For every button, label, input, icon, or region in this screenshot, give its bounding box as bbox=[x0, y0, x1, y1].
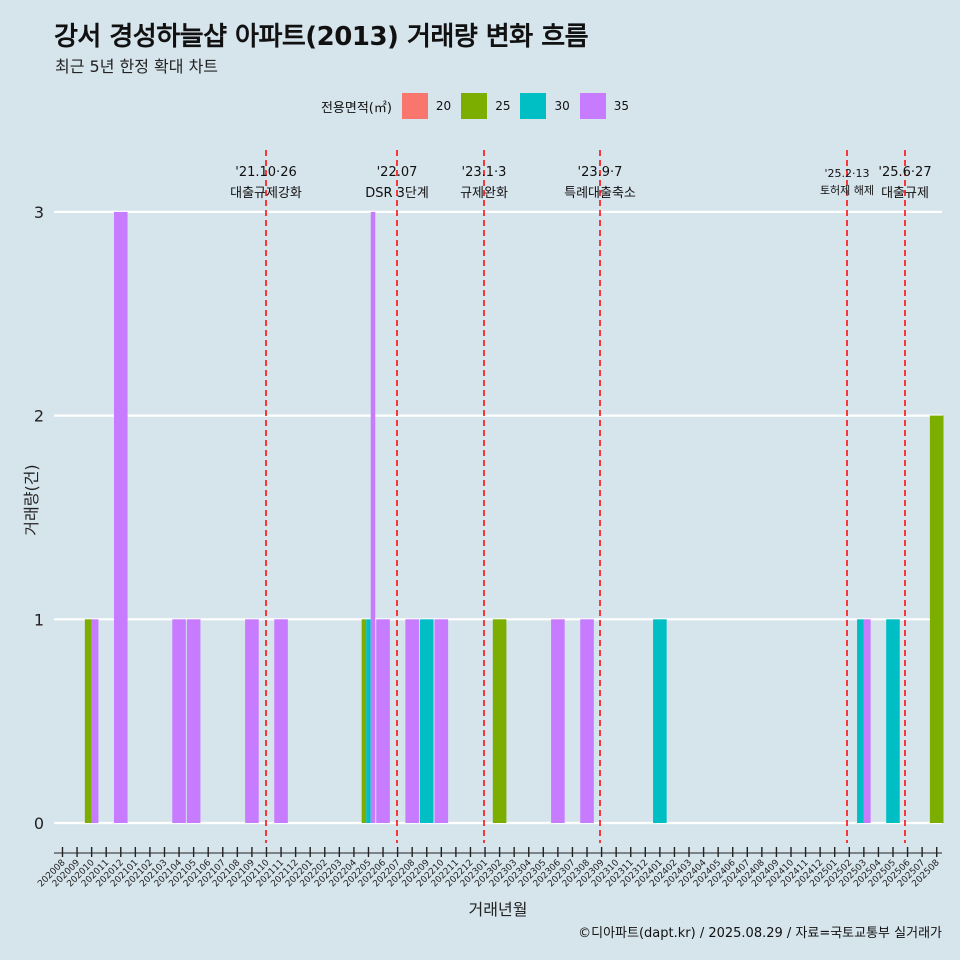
legend-item-25: 25 bbox=[461, 93, 510, 119]
bar-35-202503 bbox=[863, 619, 871, 823]
event-date-label: '23.1·3 bbox=[462, 165, 507, 180]
bar-35-202012 bbox=[113, 211, 128, 823]
y-axis-label: 거래량(건) bbox=[22, 464, 41, 536]
legend-label-30: 30 bbox=[554, 99, 570, 113]
bar-25-202508 bbox=[929, 415, 944, 823]
bar-35-202306 bbox=[551, 619, 565, 823]
bar-30-202401 bbox=[653, 619, 667, 823]
legend-label-25: 25 bbox=[495, 99, 511, 113]
bar-35-202105 bbox=[186, 619, 201, 823]
bar-35-202308 bbox=[580, 619, 594, 823]
bar-25-202010 bbox=[84, 619, 92, 823]
bar-35-202206 bbox=[376, 619, 390, 823]
legend-swatch-30 bbox=[520, 93, 547, 119]
chart-title: 강서 경성하늘샵 아파트(2013) 거래량 변화 흐름 bbox=[54, 22, 589, 52]
chart-subtitle: 최근 5년 한정 확대 차트 bbox=[55, 57, 219, 76]
bar-35-202104 bbox=[172, 619, 186, 823]
event-date-label: '23.9·7 bbox=[578, 165, 623, 180]
event-name-label: 규제완화 bbox=[460, 186, 508, 201]
legend-swatch-25 bbox=[461, 93, 488, 119]
event-name-label: 토허제 해제 bbox=[820, 183, 874, 197]
legend-item-30: 30 bbox=[520, 93, 570, 119]
bar-35-202109 bbox=[245, 619, 259, 823]
legend-label-35: 35 bbox=[613, 99, 630, 113]
event-date-label: '25.6·27 bbox=[878, 165, 931, 180]
legend: 전용면적(㎡) 20 25 30 35 bbox=[0, 93, 960, 119]
legend-swatch-20 bbox=[401, 93, 428, 119]
source-caption: ©디아파트(dapt.kr) / 2025.08.29 / 자료=국토교통부 실… bbox=[578, 926, 942, 941]
bar-35-202208 bbox=[405, 619, 419, 823]
y-tick-label: 2 bbox=[34, 407, 44, 426]
bar-30-202209 bbox=[419, 619, 434, 823]
event-date-label: '22.07 bbox=[377, 165, 418, 180]
bar-35-202205 bbox=[370, 211, 376, 823]
bar-30-202205 bbox=[366, 619, 371, 823]
legend-item-35: 35 bbox=[579, 93, 630, 119]
bar-35-202010 bbox=[91, 619, 99, 823]
legend-swatch-35 bbox=[579, 93, 606, 119]
bar-30-202503 bbox=[857, 619, 864, 823]
bar-35-202210 bbox=[434, 619, 449, 823]
legend-item-20: 20 bbox=[401, 93, 452, 119]
y-tick-label: 1 bbox=[34, 610, 44, 629]
event-date-label: '25.2·13 bbox=[824, 167, 869, 180]
bar-30-202505 bbox=[886, 619, 900, 823]
y-tick-label: 3 bbox=[34, 203, 44, 222]
y-tick-label: 0 bbox=[34, 814, 44, 833]
bar-25-202205 bbox=[361, 619, 367, 823]
event-name-label: 대출규제 bbox=[881, 186, 929, 201]
event-name-label: 대출규제강화 bbox=[230, 186, 302, 201]
legend-label-20: 20 bbox=[435, 99, 452, 113]
legend-title: 전용면적(㎡) bbox=[320, 100, 392, 116]
event-date-label: '21.10·26 bbox=[235, 165, 296, 180]
x-axis-label: 거래년월 bbox=[468, 900, 528, 919]
bar-35-202111 bbox=[274, 619, 288, 823]
event-name-label: 특례대출축소 bbox=[564, 186, 636, 201]
event-name-label: DSR 3단계 bbox=[365, 186, 429, 201]
bar-25-202302 bbox=[492, 619, 507, 823]
